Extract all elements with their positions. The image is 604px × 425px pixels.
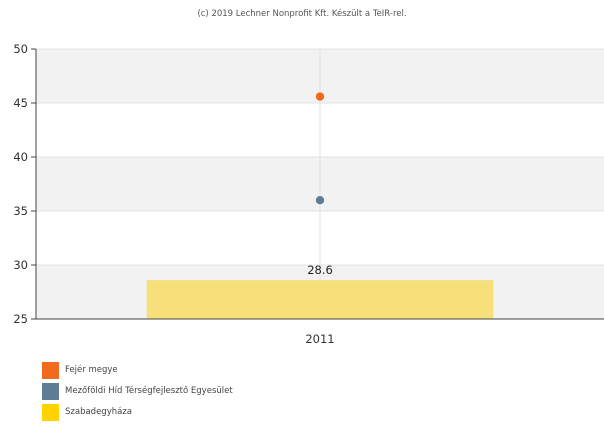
- legend-swatch: [42, 383, 59, 400]
- bars: [146, 280, 494, 319]
- y-tick-label: 45: [13, 96, 28, 110]
- legend-label: Fejér megye: [65, 365, 118, 375]
- axes: [35, 49, 604, 320]
- y-tick-labels: 25 30 35 40 45 50: [13, 42, 28, 326]
- x-tick-label: 2011: [305, 332, 334, 346]
- legend-swatch: [42, 404, 59, 421]
- points: [315, 92, 325, 205]
- chart: 25 30 35 40 45 50 2011 28.6: [13, 42, 604, 346]
- legend-label: Szabadegyháza: [65, 407, 132, 417]
- data-label: 28.6: [307, 263, 333, 277]
- data-labels: 28.6: [307, 263, 333, 277]
- y-tick-label: 40: [13, 150, 28, 164]
- legend-label: Mezőföldi Híd Térségfejlesztő Egyesület: [65, 386, 233, 396]
- copyright-text: (c) 2019 Lechner Nonprofit Kft. Készült …: [197, 9, 407, 19]
- grid-lines: [31, 48, 604, 320]
- legend-swatch: [42, 362, 59, 379]
- y-tick-label: 30: [13, 258, 28, 272]
- y-tick-label: 35: [13, 204, 28, 218]
- bar: [146, 280, 494, 319]
- y-tick-label: 25: [13, 312, 28, 326]
- data-point: [315, 196, 325, 205]
- y-tick-label: 50: [13, 42, 28, 56]
- x-tick-labels: 2011: [305, 332, 334, 346]
- data-point: [315, 92, 325, 101]
